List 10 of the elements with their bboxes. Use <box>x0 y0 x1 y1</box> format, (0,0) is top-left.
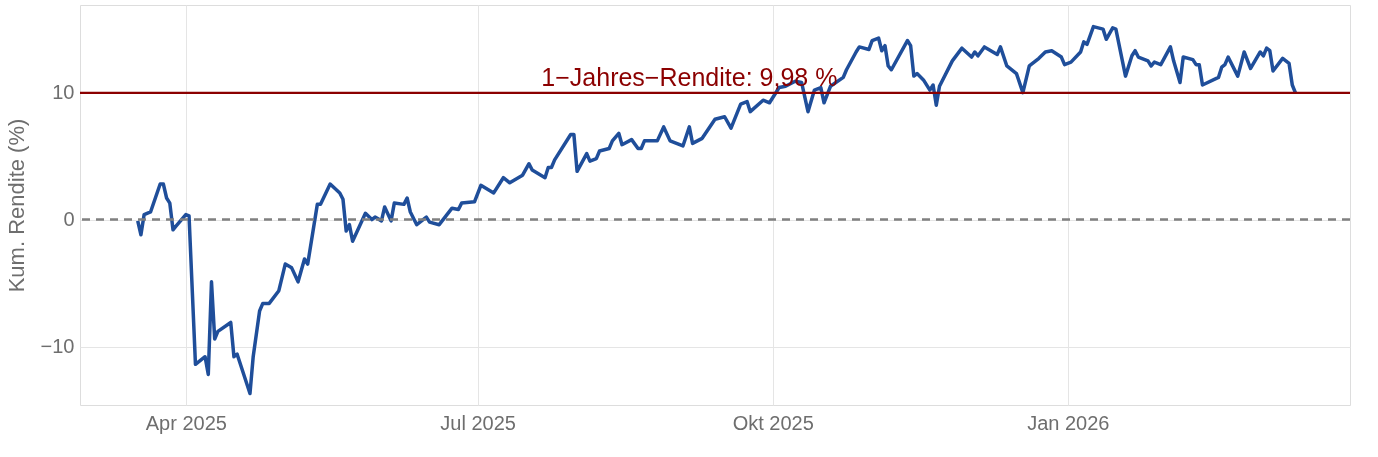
ref-line-label: 1−Jahres−Rendite: 9,98 % <box>541 62 838 91</box>
x-tick-label: Jan 2026 <box>1027 411 1110 434</box>
x-tick-label: Jul 2025 <box>440 411 516 434</box>
y-tick-label: −10 <box>40 335 75 358</box>
y-axis-title: Kum. Rendite (%) <box>3 118 29 293</box>
x-tick-label: Apr 2025 <box>145 411 227 434</box>
x-tick-label: Okt 2025 <box>732 411 814 434</box>
y-tick-label: 0 <box>63 208 75 231</box>
y-tick-label: 10 <box>52 81 75 104</box>
line-series <box>135 24 1298 396</box>
